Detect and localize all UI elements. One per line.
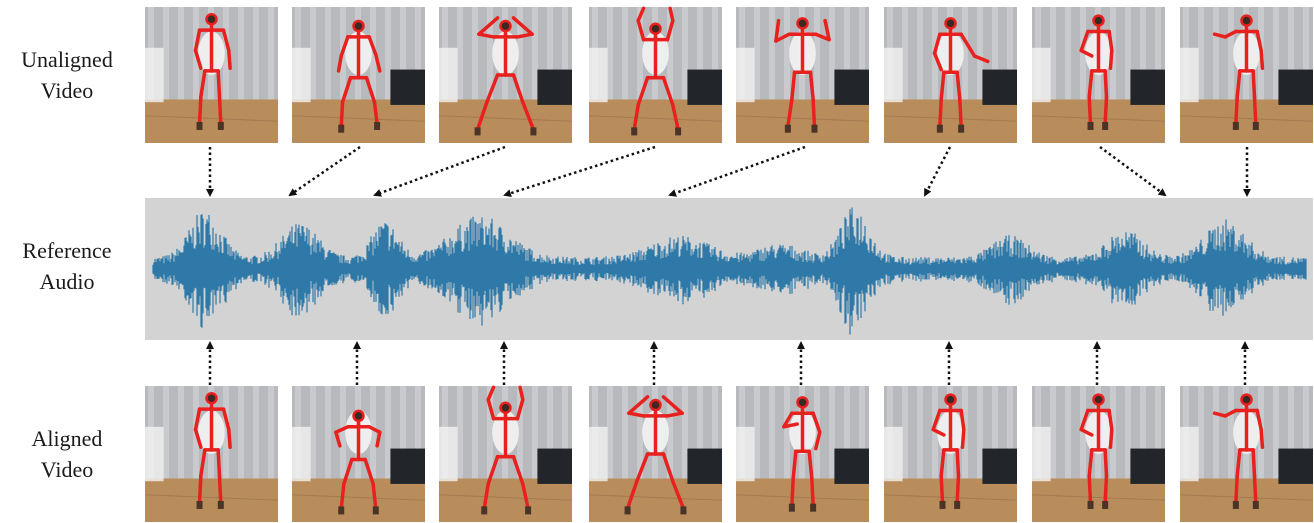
unaligned-video-label: Unaligned Video [2, 44, 132, 106]
pose-skeleton [336, 19, 382, 129]
aligned-label-line-1: Aligned [31, 426, 103, 451]
unaligned-frame-7 [1031, 7, 1166, 143]
aligned-frame-5 [735, 386, 870, 522]
pose-skeleton [1212, 393, 1265, 505]
reference-audio-waveform [152, 207, 1307, 335]
aligned-frame-6 [883, 386, 1018, 522]
unaligned-frame-4 [588, 6, 723, 143]
pose-skeleton [475, 16, 536, 132]
unaligned-label-line-1: Unaligned [21, 47, 113, 72]
pose-skeleton [625, 395, 686, 511]
pose-skeleton [1212, 14, 1265, 126]
aligned-label-line-2: Video [40, 457, 94, 482]
top-alignment-arrow-6 [923, 146, 952, 197]
aligned-frames-row [144, 385, 1314, 522]
pose-skeleton [334, 409, 382, 511]
pose-skeleton [193, 391, 232, 505]
pose-skeleton [931, 393, 966, 505]
aligned-frame-7 [1031, 386, 1166, 522]
aligned-frame-1 [144, 386, 279, 522]
unaligned-frame-5 [735, 7, 870, 143]
pose-skeleton [932, 17, 990, 129]
top-alignment-arrow-3 [373, 145, 506, 197]
unaligned-frame-3 [438, 7, 573, 143]
pose-skeleton [782, 396, 822, 508]
top-alignment-arrow-5 [668, 145, 806, 197]
aligned-video-label: Aligned Video [2, 423, 132, 485]
unaligned-frame-6 [883, 7, 1018, 143]
aligned-frame-3 [438, 385, 573, 522]
pose-skeleton [1079, 393, 1114, 505]
pose-skeleton [632, 6, 680, 132]
pose-skeleton [1079, 14, 1114, 126]
pose-skeleton [482, 385, 530, 511]
unaligned-frame-8 [1179, 7, 1314, 143]
top-alignment-arrow-7 [1099, 145, 1167, 197]
alignment-arrows [206, 145, 1251, 385]
top-alignment-arrow-4 [503, 145, 656, 197]
reference-label-line-2: Audio [39, 269, 95, 294]
aligned-frame-8 [1179, 386, 1314, 522]
top-alignment-arrow-2 [288, 145, 361, 197]
reference-label-line-1: Reference [22, 238, 112, 263]
aligned-frame-2 [291, 386, 426, 522]
unaligned-frame-2 [291, 7, 426, 143]
aligned-frame-4 [588, 386, 723, 522]
reference-audio-label: Reference Audio [2, 235, 132, 297]
pose-skeleton [193, 12, 232, 126]
unaligned-label-line-2: Video [40, 78, 94, 103]
pose-skeleton [774, 17, 831, 129]
unaligned-frame-1 [144, 7, 279, 143]
unaligned-frames-row [144, 6, 1314, 143]
